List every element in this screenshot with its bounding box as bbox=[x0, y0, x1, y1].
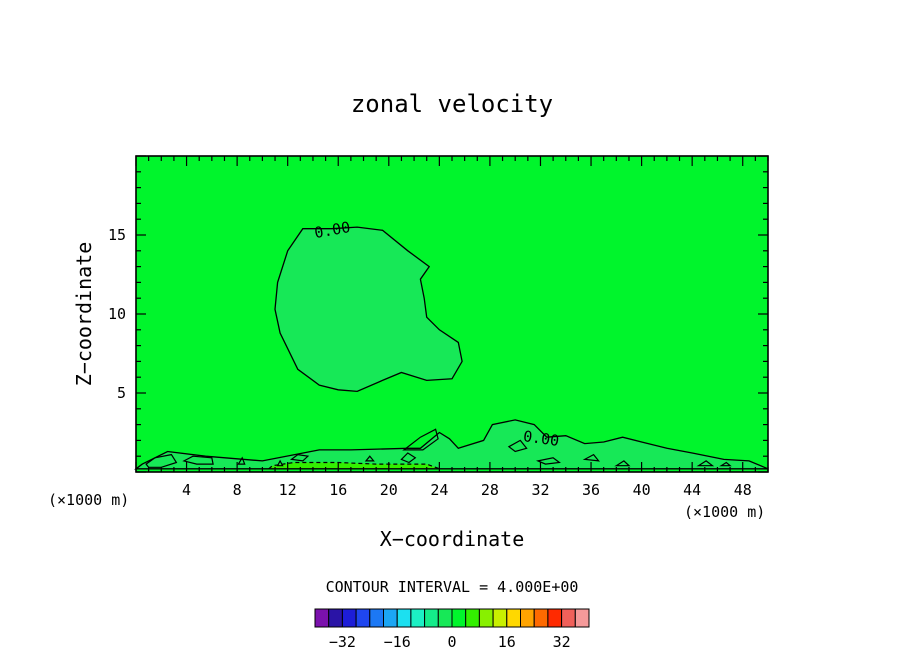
x-tick-label: 48 bbox=[734, 481, 752, 499]
contour-line-small bbox=[237, 456, 246, 465]
plot-background bbox=[136, 156, 768, 472]
x-tick-label: 36 bbox=[582, 481, 600, 499]
x-unit-label-right: (×1000 m) bbox=[684, 503, 765, 521]
x-tick-label: 28 bbox=[481, 481, 499, 499]
contour-line-small bbox=[582, 453, 600, 462]
contour-line-small bbox=[719, 461, 732, 467]
contour-line-zero bbox=[134, 419, 769, 470]
colorbar-swatch bbox=[520, 608, 535, 628]
colorbar-swatch bbox=[369, 608, 384, 628]
colorbar-tick-label: 16 bbox=[498, 633, 516, 651]
colorbar-swatch bbox=[424, 608, 439, 628]
colorbar-swatch bbox=[561, 608, 576, 628]
contour-line-small bbox=[402, 428, 439, 451]
contour-line-small bbox=[289, 453, 310, 462]
colorbar-swatch bbox=[314, 608, 330, 628]
contour-label: 0.00 bbox=[522, 427, 560, 450]
x-axis-label: X−coordinate bbox=[380, 527, 525, 551]
colorbar-swatch bbox=[574, 608, 590, 628]
x-tick-label: 40 bbox=[633, 481, 651, 499]
y-tick-label: 5 bbox=[117, 384, 126, 402]
chart-title: zonal velocity bbox=[351, 90, 553, 118]
colorbar-swatch bbox=[451, 608, 467, 628]
near-surface-negative-region bbox=[136, 419, 768, 469]
x-unit-label-left: (×1000 m) bbox=[48, 491, 129, 509]
y-tick-label: 10 bbox=[108, 305, 126, 323]
x-tick-label: 8 bbox=[233, 481, 242, 499]
x-tick-label: 4 bbox=[182, 481, 191, 499]
colorbar-swatch bbox=[328, 608, 343, 628]
contour-line-small bbox=[182, 455, 214, 465]
contour-line-small bbox=[276, 459, 284, 467]
contour-line-positive bbox=[268, 461, 440, 470]
colorbar-swatch bbox=[396, 608, 412, 628]
contour-line-zero bbox=[274, 226, 463, 393]
contour-line-small bbox=[364, 455, 375, 462]
colorbar-tick-label: 32 bbox=[553, 633, 571, 651]
colorbar-swatch bbox=[465, 608, 480, 628]
colorbar-swatch bbox=[478, 608, 494, 628]
contour-line-small bbox=[535, 457, 561, 465]
colorbar-tick-label: −32 bbox=[329, 633, 356, 651]
x-tick-label: 20 bbox=[380, 481, 398, 499]
contour-interval-text: CONTOUR INTERVAL = 4.000E+00 bbox=[326, 578, 579, 596]
x-axis-ticks: 4 8 12 16 20 24 28 32 36 40 44 48 bbox=[135, 156, 769, 499]
contour-label: 0.00 bbox=[313, 218, 352, 242]
y-axis-ticks: 5 10 15 bbox=[108, 155, 768, 473]
x-tick-label: 24 bbox=[430, 481, 448, 499]
colorbar-swatch bbox=[355, 608, 371, 628]
contour-lines: 0.00 0.00 bbox=[134, 218, 769, 470]
y-axis-label: Z−coordinate bbox=[72, 242, 96, 387]
x-tick-label: 12 bbox=[279, 481, 297, 499]
colorbar: −32 −16 0 16 32 bbox=[314, 608, 590, 651]
colorbar-tick-label: 0 bbox=[447, 633, 456, 651]
y-tick-label: 15 bbox=[108, 226, 126, 244]
colorbar-swatch bbox=[383, 608, 398, 628]
colorbar-swatch bbox=[547, 608, 563, 628]
plot-area bbox=[136, 156, 768, 472]
contour-line-small bbox=[614, 460, 631, 467]
colorbar-swatch bbox=[341, 608, 357, 628]
colorbar-swatch bbox=[506, 608, 521, 628]
x-tick-label: 44 bbox=[683, 481, 701, 499]
contour-line-small bbox=[696, 460, 715, 467]
colorbar-swatch bbox=[437, 608, 453, 628]
colorbar-swatch bbox=[492, 608, 508, 628]
contour-line-small bbox=[507, 439, 528, 453]
colorbar-swatch bbox=[410, 608, 426, 628]
near-surface-positive-region bbox=[268, 462, 440, 469]
x-tick-label: 32 bbox=[531, 481, 549, 499]
interior-negative-region bbox=[275, 227, 463, 392]
colorbar-tick-label: −16 bbox=[384, 633, 411, 651]
contour-line-small bbox=[400, 452, 417, 464]
x-tick-label: 16 bbox=[329, 481, 347, 499]
colorbar-swatch bbox=[533, 608, 549, 628]
